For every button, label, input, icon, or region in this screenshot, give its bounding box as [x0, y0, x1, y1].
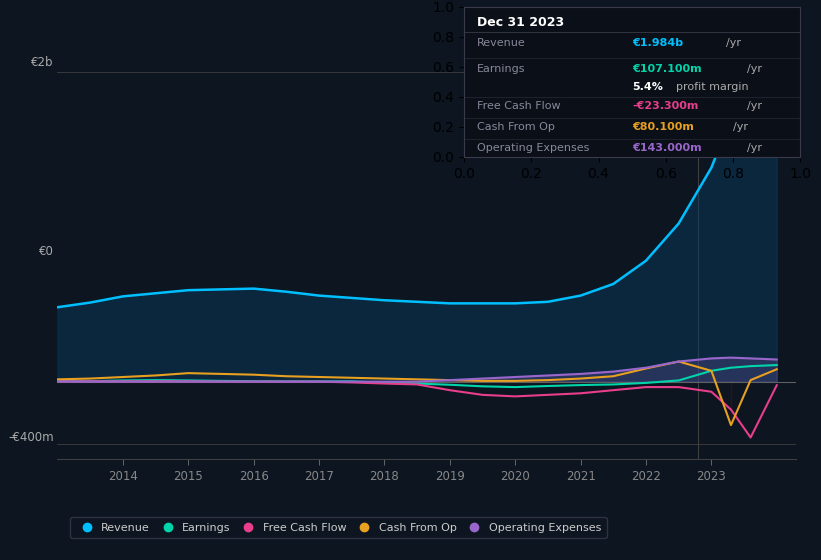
Text: Earnings: Earnings [477, 64, 525, 74]
Text: /yr: /yr [746, 64, 762, 74]
Text: Free Cash Flow: Free Cash Flow [477, 101, 561, 111]
Text: €107.100m: €107.100m [632, 64, 702, 74]
Text: /yr: /yr [746, 143, 762, 153]
Text: €2b: €2b [31, 56, 54, 69]
Text: /yr: /yr [733, 122, 748, 132]
Text: -€23.300m: -€23.300m [632, 101, 699, 111]
Text: Revenue: Revenue [477, 38, 526, 48]
Text: 5.4%: 5.4% [632, 82, 663, 92]
Text: /yr: /yr [727, 38, 741, 48]
Text: -€400m: -€400m [8, 431, 54, 444]
Text: Dec 31 2023: Dec 31 2023 [477, 16, 565, 29]
Legend: Revenue, Earnings, Free Cash Flow, Cash From Op, Operating Expenses: Revenue, Earnings, Free Cash Flow, Cash … [70, 517, 607, 538]
Text: Cash From Op: Cash From Op [477, 122, 555, 132]
Text: /yr: /yr [746, 101, 762, 111]
Text: €1.984b: €1.984b [632, 38, 683, 48]
Text: €0: €0 [39, 245, 54, 259]
Text: €80.100m: €80.100m [632, 122, 694, 132]
Text: profit margin: profit margin [676, 82, 749, 92]
Text: €143.000m: €143.000m [632, 143, 702, 153]
Text: Operating Expenses: Operating Expenses [477, 143, 589, 153]
